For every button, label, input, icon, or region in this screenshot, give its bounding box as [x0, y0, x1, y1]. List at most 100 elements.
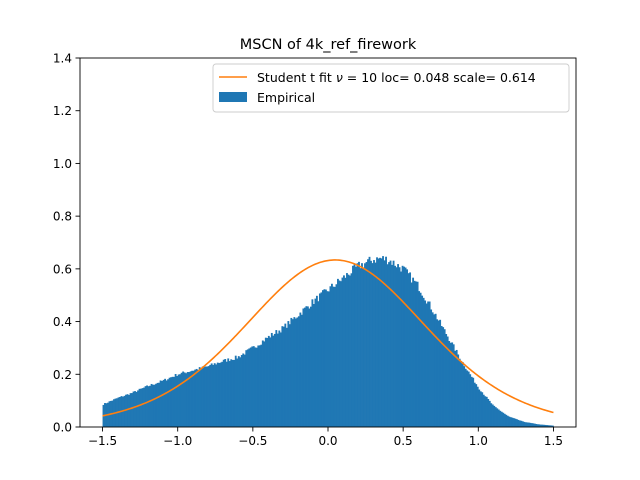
histogram-bar — [389, 260, 392, 427]
histogram-bar — [343, 275, 345, 427]
histogram-bar — [374, 262, 377, 427]
histogram-bar — [488, 400, 491, 427]
y-tick-label: 0.8 — [53, 210, 72, 224]
histogram-bar — [484, 396, 487, 427]
histogram-bar — [508, 416, 511, 427]
x-tick-label: 1.0 — [469, 434, 488, 448]
legend-empirical-swatch — [219, 92, 247, 102]
histogram-bar — [467, 371, 470, 427]
histogram-bar — [440, 326, 443, 427]
y-tick-label: 1.0 — [53, 157, 72, 171]
histogram-bar — [454, 350, 457, 427]
histogram-bar — [473, 382, 476, 427]
histogram-bar — [269, 337, 272, 427]
histogram-bar — [497, 409, 500, 427]
histogram-bar — [203, 366, 206, 427]
histogram-bar — [270, 332, 273, 427]
histogram-bar — [359, 268, 362, 427]
histogram-bar — [245, 350, 248, 427]
histogram-bar — [294, 318, 297, 427]
histogram-bar — [469, 374, 472, 427]
histogram-bar — [249, 347, 252, 427]
histogram-bar — [161, 380, 164, 427]
histogram-bar — [364, 263, 366, 427]
histogram-bar — [517, 419, 520, 427]
histogram-bar — [122, 396, 124, 427]
histogram-bar — [146, 385, 148, 427]
x-tick-label: −0.5 — [238, 434, 267, 448]
histogram-bar — [261, 340, 264, 427]
histogram-bar — [421, 295, 424, 427]
legend-empirical-label: Empirical — [257, 90, 315, 105]
histogram-bar — [406, 269, 409, 427]
histogram-bar — [318, 293, 321, 427]
histogram-bar — [303, 307, 306, 427]
histogram-bar — [340, 281, 342, 427]
histogram-bar — [194, 369, 197, 427]
histogram-bar — [179, 374, 182, 427]
histogram-bar — [539, 424, 542, 427]
histogram-bar — [207, 366, 210, 427]
histogram-bar — [312, 304, 315, 427]
histogram-bar — [177, 374, 180, 427]
histogram-bar — [132, 391, 135, 427]
histogram-bar — [216, 362, 219, 427]
histogram-bar — [541, 424, 544, 427]
histogram-bar — [306, 306, 309, 427]
histogram-bar — [284, 323, 287, 427]
histogram-bar — [170, 377, 173, 427]
histogram-bar — [451, 342, 454, 427]
histogram-bar — [511, 417, 514, 427]
student-t-fit-line — [102, 259, 554, 417]
histogram-bar — [526, 422, 529, 427]
histogram-bar — [418, 291, 421, 427]
histogram-bar — [153, 384, 156, 427]
histogram-bar — [300, 314, 303, 427]
histogram-bar — [535, 424, 538, 427]
histogram-bar — [542, 424, 545, 427]
histogram-bar — [173, 376, 176, 427]
histogram-bar — [183, 372, 186, 427]
histogram-bar — [233, 359, 236, 427]
histogram-bar — [472, 377, 475, 427]
histogram-bar — [140, 388, 142, 427]
histogram-bar — [398, 267, 401, 427]
histogram-bar — [182, 371, 185, 427]
histogram-bar — [176, 376, 179, 427]
histogram-bar — [204, 366, 207, 427]
histogram-bar — [407, 273, 410, 427]
histogram-bar — [370, 260, 372, 427]
histogram-bar — [320, 292, 323, 427]
histogram-bar — [285, 327, 288, 427]
histogram-bar — [445, 334, 448, 427]
histogram-bar — [415, 281, 418, 427]
histogram-bar — [485, 396, 488, 427]
histogram-bar — [379, 257, 381, 427]
legend-fit-label-nu: ν — [336, 70, 343, 85]
histogram-bar — [521, 421, 524, 427]
histogram-bar — [221, 361, 224, 427]
histogram-bar — [509, 417, 512, 427]
histogram-bar — [299, 312, 302, 427]
histogram-bar — [168, 377, 171, 427]
histogram-bar — [243, 354, 246, 427]
histogram-bar — [180, 372, 183, 427]
histogram-bar — [482, 394, 485, 427]
histogram-bar — [254, 347, 257, 427]
histogram-bar — [189, 371, 192, 427]
chart-title: MSCN of 4k_ref_firework — [240, 37, 417, 53]
histogram-bar — [442, 327, 445, 427]
histogram-bar — [272, 335, 275, 427]
histogram-bar — [512, 418, 515, 427]
histogram-bar — [424, 300, 427, 427]
histogram-bar — [135, 391, 138, 427]
legend: Student t fit ν = 10 loc= 0.048 scale= 0… — [212, 63, 570, 113]
histogram-bar — [385, 256, 387, 427]
histogram-bar — [383, 260, 386, 427]
histogram-bar — [466, 370, 469, 427]
histogram-bar — [328, 291, 330, 427]
legend-fit-label-suffix: = 10 loc= 0.048 scale= 0.614 — [343, 70, 536, 85]
histogram-bar — [500, 411, 503, 427]
histogram-bar — [317, 301, 320, 427]
histogram-bar — [514, 418, 517, 427]
